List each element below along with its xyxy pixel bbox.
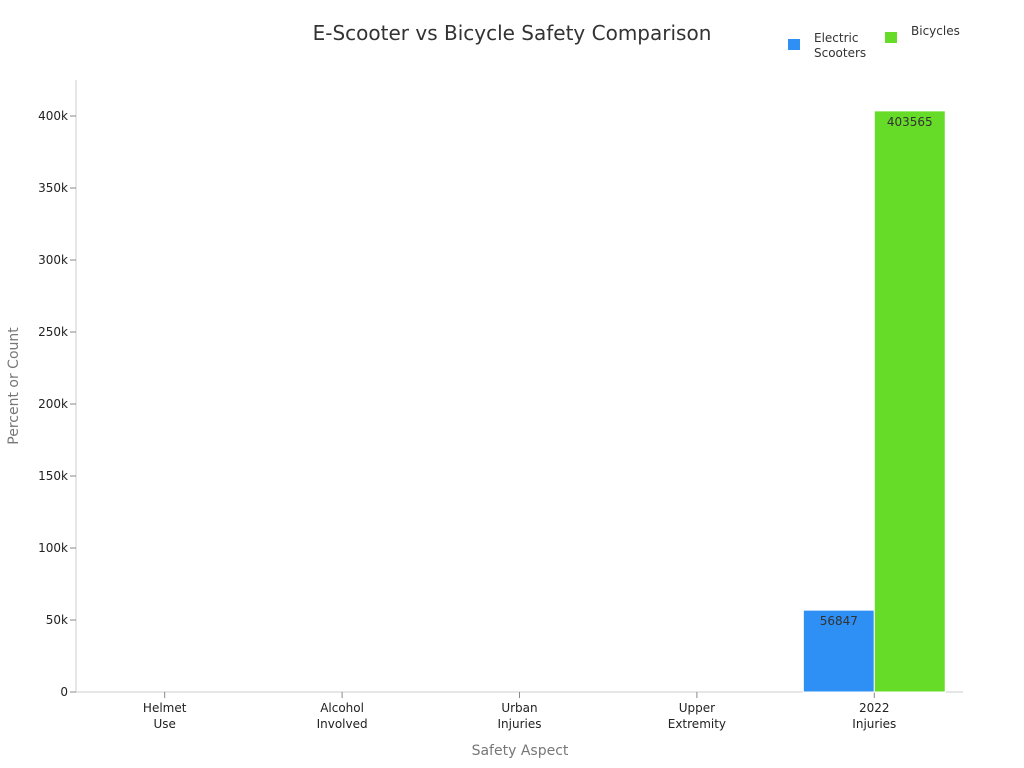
x-tick-label: Alcohol Involved [317, 701, 368, 731]
bar[interactable] [873, 110, 946, 693]
y-tick-label: 100k [38, 541, 68, 555]
bar-value-label: 403565 [887, 115, 933, 129]
y-tick-label: 150k [38, 469, 68, 483]
y-tick-label: 300k [38, 253, 68, 267]
y-tick-label: 350k [38, 181, 68, 195]
y-tick-label: 200k [38, 397, 68, 411]
x-tick-label: Helmet Use [143, 701, 187, 731]
bars [802, 110, 946, 693]
legend-swatch [885, 32, 897, 43]
legend: Electric Scooters Bicycles [788, 24, 960, 60]
x-tick-label: Upper Extremity [668, 701, 726, 731]
legend-label: Bicycles [911, 24, 960, 38]
y-axis-title: Percent or Count [6, 327, 22, 445]
legend-swatch [788, 39, 800, 50]
y-tick-label: 50k [46, 613, 68, 627]
data-labels: 56847 403565 [820, 115, 933, 628]
x-tick-label: 2022 Injuries [852, 701, 896, 731]
y-tick-label: 400k [38, 109, 68, 123]
axes: 0 50k 100k 150k 200k 250k 300k 350k 400k Helmet Us… [38, 80, 963, 731]
bar[interactable] [802, 609, 875, 693]
chart-title: E-Scooter vs Bicycle Safety Comparison [313, 21, 712, 45]
x-tick-label: Urban Injuries [498, 701, 542, 731]
legend-label: Electric Scooters [814, 31, 866, 60]
y-tick-label: 250k [38, 325, 68, 339]
y-tick-label: 0 [60, 685, 68, 699]
bar-value-label: 56847 [820, 614, 858, 628]
x-axis-title: Safety Aspect [472, 743, 569, 759]
